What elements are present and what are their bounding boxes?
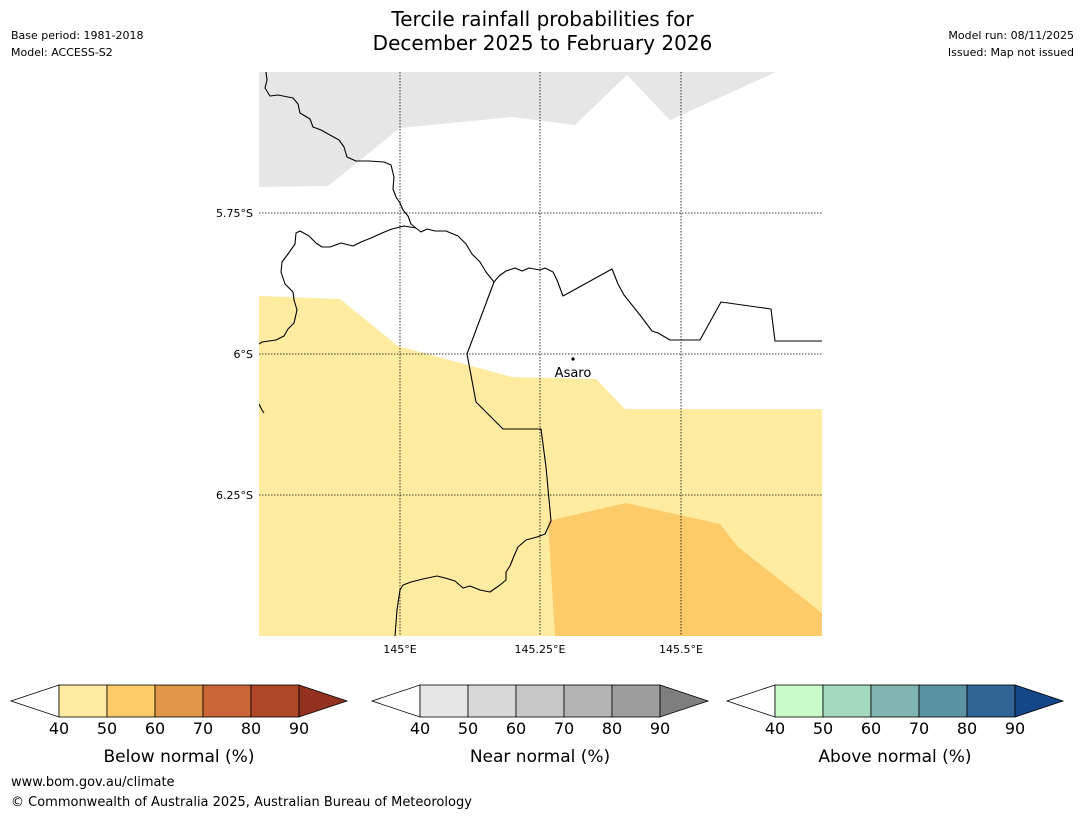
border-west-fragment [259, 403, 265, 414]
above-normal-colorbar-tick-label: 60 [861, 719, 881, 738]
above-normal-colorbar-high-extension [1014, 684, 1065, 718]
lon-label-145-25e: 145.25°E [515, 643, 566, 656]
issued-text: Issued: Map not issued [947, 46, 1074, 59]
run-info: Model run: 08/11/2025 Issued: Map not is… [948, 27, 1074, 61]
above-normal-colorbar-tick-label: 70 [909, 719, 929, 738]
below-normal-colorbar-tick-label: 60 [145, 719, 165, 738]
near-normal-colorbar-segment [611, 684, 661, 718]
border-central-northwest [259, 225, 417, 345]
lat-label-5-75s: 5.75°S [216, 207, 253, 220]
base-period-text: Base period: 1981-2018 [11, 29, 144, 42]
map-plot-area [259, 72, 822, 636]
below-normal-colorbar-title: Below normal (%) [104, 747, 255, 767]
above-normal-colorbar-tick-label: 80 [957, 719, 977, 738]
map-title: Tercile rainfall probabilities for Decem… [0, 7, 1085, 55]
below-normal-colorbar-segment [202, 684, 252, 718]
near-normal-colorbar-low-extension [370, 684, 421, 718]
lon-label-145e: 145°E [383, 643, 416, 656]
near-normal-colorbar: 40 50 60 70 80 90 Near normal (%) [370, 684, 710, 767]
below-normal-colorbar-segment [250, 684, 300, 718]
above-normal-colorbar: 40 50 60 70 80 90 Above normal (%) [725, 684, 1065, 767]
below-normal-colorbar-tick-label: 70 [193, 719, 213, 738]
footer-url: www.bom.gov.au/climate [11, 775, 175, 790]
near-normal-colorbar-title: Near normal (%) [470, 747, 610, 767]
model-info: Base period: 1981-2018 Model: ACCESS-S2 [11, 27, 143, 61]
lat-label-6s: 6°S [234, 348, 253, 361]
above-normal-colorbar-segment [918, 684, 968, 718]
lat-label-6-25s: 6.25°S [216, 489, 253, 502]
near-normal-colorbar-tick-label: 50 [458, 719, 478, 738]
near-normal-colorbar-segment [467, 684, 517, 718]
above-normal-colorbar-low-extension [725, 684, 776, 718]
gridlines [259, 72, 822, 636]
map-title-line2: December 2025 to February 2026 [372, 31, 713, 55]
below-normal-colorbar-tick-label: 40 [49, 719, 69, 738]
province-borders [259, 72, 822, 636]
near-normal-colorbar-segment [563, 684, 613, 718]
below-normal-region-50-60 [548, 503, 822, 636]
above-normal-colorbar-segment [774, 684, 824, 718]
asaro-town-marker [571, 357, 575, 361]
below-normal-colorbar-tick-label: 80 [241, 719, 261, 738]
above-normal-colorbar-segment [966, 684, 1016, 718]
above-normal-colorbar-segment [822, 684, 872, 718]
above-normal-colorbar-segment [870, 684, 920, 718]
below-normal-colorbar-segment [106, 684, 156, 718]
latitude-labels: 5.75°S 6°S 6.25°S [216, 207, 253, 502]
footer-copyright: © Commonwealth of Australia 2025, Austra… [11, 795, 472, 810]
above-normal-colorbar-title: Above normal (%) [818, 747, 971, 767]
below-normal-colorbar-tick-label: 90 [289, 719, 309, 738]
near-normal-region-left [259, 72, 476, 187]
model-name-text: Model: ACCESS-S2 [11, 46, 113, 59]
above-normal-colorbar-tick-label: 90 [1005, 719, 1025, 738]
asaro-label: Asaro [555, 366, 592, 381]
lon-label-145-5e: 145.5°E [659, 643, 703, 656]
map-title-line1: Tercile rainfall probabilities for [391, 7, 694, 31]
near-normal-colorbar-tick-label: 90 [650, 719, 670, 738]
below-normal-colorbar-tick-label: 50 [97, 719, 117, 738]
colorbar-legends: 40 50 60 70 80 90 Below normal (%) 40 50 60 70 80 90… [9, 684, 1065, 767]
near-normal-colorbar-tick-label: 80 [602, 719, 622, 738]
below-normal-colorbar-segment [58, 684, 108, 718]
near-normal-colorbar-tick-label: 70 [554, 719, 574, 738]
near-normal-colorbar-tick-label: 40 [410, 719, 430, 738]
near-normal-colorbar-segment [515, 684, 565, 718]
border-south-central [394, 281, 552, 636]
below-normal-colorbar-high-extension [298, 684, 349, 718]
near-normal-region-top [400, 72, 776, 128]
below-normal-colorbar-segment [154, 684, 204, 718]
model-run-text: Model run: 08/11/2025 [948, 29, 1074, 42]
border-central-east [415, 227, 822, 342]
near-normal-colorbar-tick-label: 60 [506, 719, 526, 738]
above-normal-colorbar-tick-label: 40 [765, 719, 785, 738]
border-north [264, 72, 417, 229]
near-normal-colorbar-high-extension [659, 684, 710, 718]
longitude-labels: 145°E 145.25°E 145.5°E [383, 643, 703, 656]
below-normal-colorbar: 40 50 60 70 80 90 Below normal (%) [9, 684, 349, 767]
above-normal-colorbar-tick-label: 50 [813, 719, 833, 738]
below-normal-colorbar-low-extension [9, 684, 60, 718]
near-normal-colorbar-segment [419, 684, 469, 718]
